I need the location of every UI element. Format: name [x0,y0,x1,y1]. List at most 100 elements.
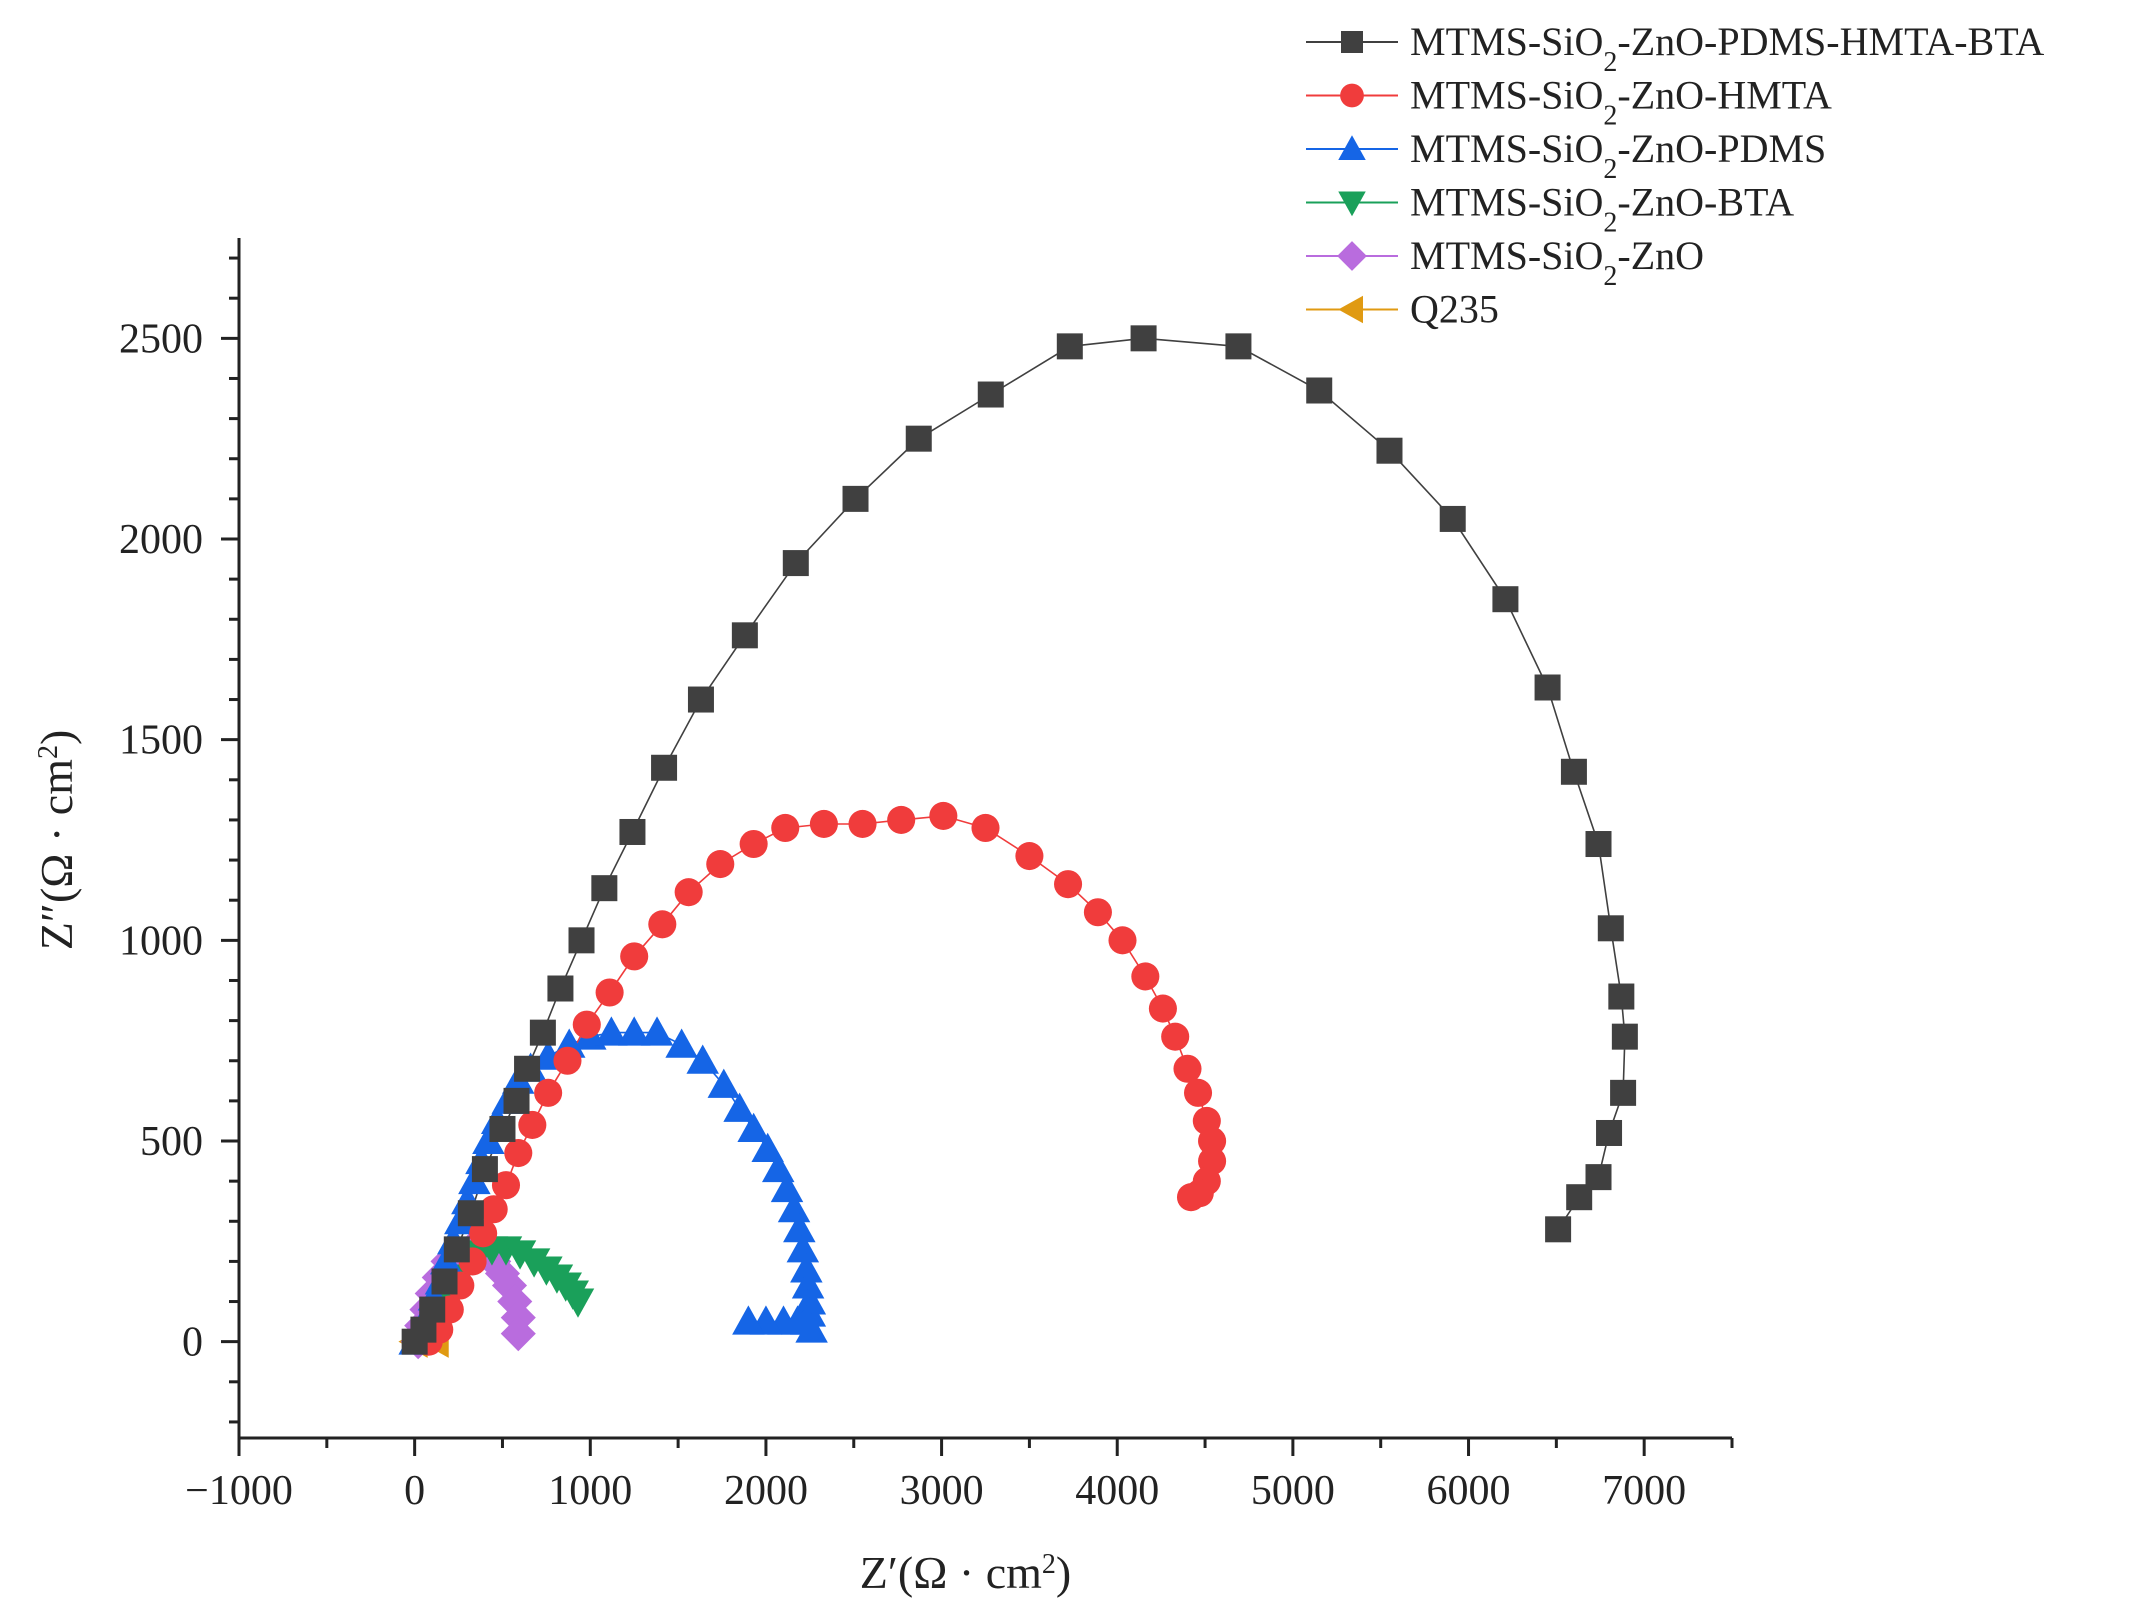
x-tick-label: 2000 [724,1468,808,1514]
data-point-mtms-sio2-zno-hmta-25 [1015,842,1044,871]
data-point-mtms-sio2-zno-bta-12 [561,1288,595,1318]
x-tick-label: 3000 [900,1468,984,1514]
data-point-mtms-sio2-zno-pdms-hmta-bta-12 [568,927,595,954]
legend-marker-mtms-sio2-zno-bta [1338,191,1366,217]
data-point-mtms-sio2-zno-pdms-hmta-bta-7 [489,1115,516,1142]
y-tick-label: 1000 [119,918,203,964]
x-tick-label: −1000 [185,1468,293,1514]
legend-label-mtms-sio2-zno-pdms-hmta-bta: MTMS-SiO2-ZnO-PDMS-HMTA-BTA [1410,19,2044,78]
legend-label-mtms-sio2-zno-bta: MTMS-SiO2-ZnO-BTA [1410,180,1794,239]
data-point-mtms-sio2-zno-pdms-hmta-bta-13 [591,875,618,902]
data-point-mtms-sio2-zno-pdms-hmta-bta-27 [1439,505,1466,532]
data-point-mtms-sio2-zno-pdms-hmta-bta-29 [1534,674,1561,701]
data-point-mtms-sio2-zno-pdms-hmta-bta-9 [514,1055,541,1082]
axes: −1000 0 1000 2000 3000 4000 5000 6000 7000 0 500 10… [31,238,1734,1598]
data-point-mtms-sio2-zno-pdms-19 [595,1016,628,1046]
data-point-mtms-sio2-zno-hmta-6 [479,1195,508,1224]
data-point-mtms-sio2-zno-hmta-28 [1108,926,1137,955]
data-point-mtms-sio2-zno-hmta-35 [1198,1126,1227,1156]
data-point-mtms-sio2-zno-hmta-10 [534,1078,563,1107]
x-tick-label: 4000 [1075,1468,1159,1514]
data-point-mtms-sio2-zno-14 [500,1316,536,1352]
data-point-mtms-sio2-zno-hmta-12 [572,1010,601,1039]
y-tick-label: 500 [140,1119,203,1165]
data-point-mtms-sio2-zno-pdms-24 [707,1068,741,1098]
data-point-mtms-sio2-zno-hmta-11 [553,1046,582,1075]
data-point-mtms-sio2-zno-pdms-hmta-bta-35 [1610,1079,1637,1106]
data-point-mtms-sio2-zno-pdms-32 [786,1233,820,1263]
data-point-mtms-sio2-zno-hmta-23 [929,801,958,830]
data-point-mtms-sio2-zno-pdms-hmta-bta-17 [731,622,758,649]
legend-entry-mtms-sio2-zno-bta: MTMS-SiO2-ZnO-BTA [1306,180,1794,239]
data-point-mtms-sio2-zno-pdms-31 [783,1213,816,1243]
data-point-mtms-sio2-zno-hmta-39 [1176,1183,1206,1212]
data-point-mtms-sio2-zno-pdms-hmta-bta-19 [842,485,869,512]
data-point-mtms-sio2-zno-pdms-hmta-bta-26 [1376,437,1403,464]
x-tick-label: 1000 [548,1468,632,1514]
series-markers [398,325,1638,1360]
data-point-mtms-sio2-zno-hmta-17 [706,850,735,879]
data-point-mtms-sio2-zno-hmta-26 [1054,870,1083,899]
data-point-mtms-sio2-zno-pdms-23 [686,1044,719,1074]
y-tick-label: 2000 [119,517,203,563]
legend-marker-mtms-sio2-zno-pdms [1338,135,1366,160]
data-point-mtms-sio2-zno-pdms-27 [751,1132,784,1163]
data-point-mtms-sio2-zno-pdms-hmta-bta-21 [977,381,1004,408]
data-point-mtms-sio2-zno-pdms-hmta-bta-2 [419,1296,446,1323]
data-point-mtms-sio2-zno-pdms-hmta-bta-32 [1597,915,1624,942]
data-point-mtms-sio2-zno-pdms-hmta-bta-6 [471,1156,498,1183]
data-point-mtms-sio2-zno-hmta-18 [739,829,768,859]
data-point-mtms-sio2-zno-hmta-5 [469,1219,498,1248]
x-axis-title: Z′(Ω · cm2) [860,1547,1072,1598]
x-tick-label: 6000 [1427,1468,1511,1514]
data-point-mtms-sio2-zno-pdms-hmta-bta-33 [1608,983,1635,1010]
series-line-mtms-sio2-zno-pdms-hmta-bta [413,337,1626,1343]
legend-marker-mtms-sio2-zno-pdms-hmta-bta [1341,31,1363,53]
data-point-mtms-sio2-zno-pdms-20 [617,1016,651,1046]
data-point-mtms-sio2-zno-hmta-32 [1173,1054,1202,1083]
series-mtms-sio2-zno-pdms [398,1016,828,1355]
data-point-mtms-sio2-zno-pdms-hmta-bta-23 [1130,325,1157,352]
data-point-mtms-sio2-zno-pdms-hmta-bta-8 [503,1087,530,1114]
data-point-mtms-sio2-zno-hmta-13 [595,978,624,1007]
legend-label-mtms-sio2-zno: MTMS-SiO2-ZnO [1410,233,1704,292]
data-point-mtms-sio2-zno-pdms-hmta-bta-4 [443,1236,470,1263]
x-tick-label: 0 [404,1468,425,1514]
data-point-mtms-sio2-zno-pdms-hmta-bta-5 [457,1200,484,1227]
series-mtms-sio2-zno-hmta [414,801,1227,1356]
data-point-mtms-sio2-zno-pdms-33 [790,1253,823,1283]
data-point-mtms-sio2-zno-hmta-24 [971,813,1000,843]
data-point-mtms-sio2-zno-hmta-19 [771,813,800,843]
data-point-mtms-sio2-zno-hmta-29 [1131,962,1160,991]
series-lines [413,337,1626,1343]
data-point-mtms-sio2-zno-hmta-14 [620,942,649,971]
legend-label-q235: Q235 [1410,287,1499,332]
series-mtms-sio2-zno-pdms-hmta-bta [401,325,1638,1355]
x-tick-label: 5000 [1251,1468,1335,1514]
legend-label-mtms-sio2-zno-hmta: MTMS-SiO2-ZnO-HMTA [1410,73,1832,132]
legend-entry-q235: Q235 [1306,287,1499,332]
data-point-mtms-sio2-zno-pdms-hmta-bta-20 [905,425,932,452]
data-point-mtms-sio2-zno-hmta-20 [809,809,838,838]
data-point-mtms-sio2-zno-pdms-hmta-bta-18 [782,550,809,577]
data-point-mtms-sio2-zno-hmta-33 [1183,1078,1213,1107]
y-tick-label: 2500 [119,316,203,362]
data-point-mtms-sio2-zno-bta-6 [503,1240,537,1270]
data-point-mtms-sio2-zno-pdms-hmta-bta-36 [1596,1119,1623,1146]
data-point-mtms-sio2-zno-hmta-16 [674,878,703,907]
data-point-mtms-sio2-zno-pdms-hmta-bta-3 [431,1268,458,1295]
y-axis-title: Z″(Ω · cm2) [31,730,82,951]
data-point-mtms-sio2-zno-pdms-11 [472,1124,505,1155]
legend-marker-q235 [1338,295,1363,324]
data-point-mtms-sio2-zno-hmta-9 [518,1110,547,1139]
data-point-mtms-sio2-zno-pdms-34 [791,1269,825,1299]
data-point-mtms-sio2-zno-pdms-hmta-bta-15 [651,754,678,781]
legend: MTMS-SiO2-ZnO-PDMS-HMTA-BTAMTMS-SiO2-ZnO… [1306,19,2044,332]
data-point-mtms-sio2-zno-pdms-22 [665,1028,698,1058]
data-point-mtms-sio2-zno-pdms-hmta-bta-34 [1611,1023,1638,1050]
data-point-mtms-sio2-zno-hmta-30 [1148,994,1177,1023]
y-tick-label: 1500 [119,718,203,764]
data-point-mtms-sio2-zno-pdms-hmta-bta-16 [687,686,714,713]
legend-entry-mtms-sio2-zno-pdms: MTMS-SiO2-ZnO-PDMS [1306,126,1826,185]
